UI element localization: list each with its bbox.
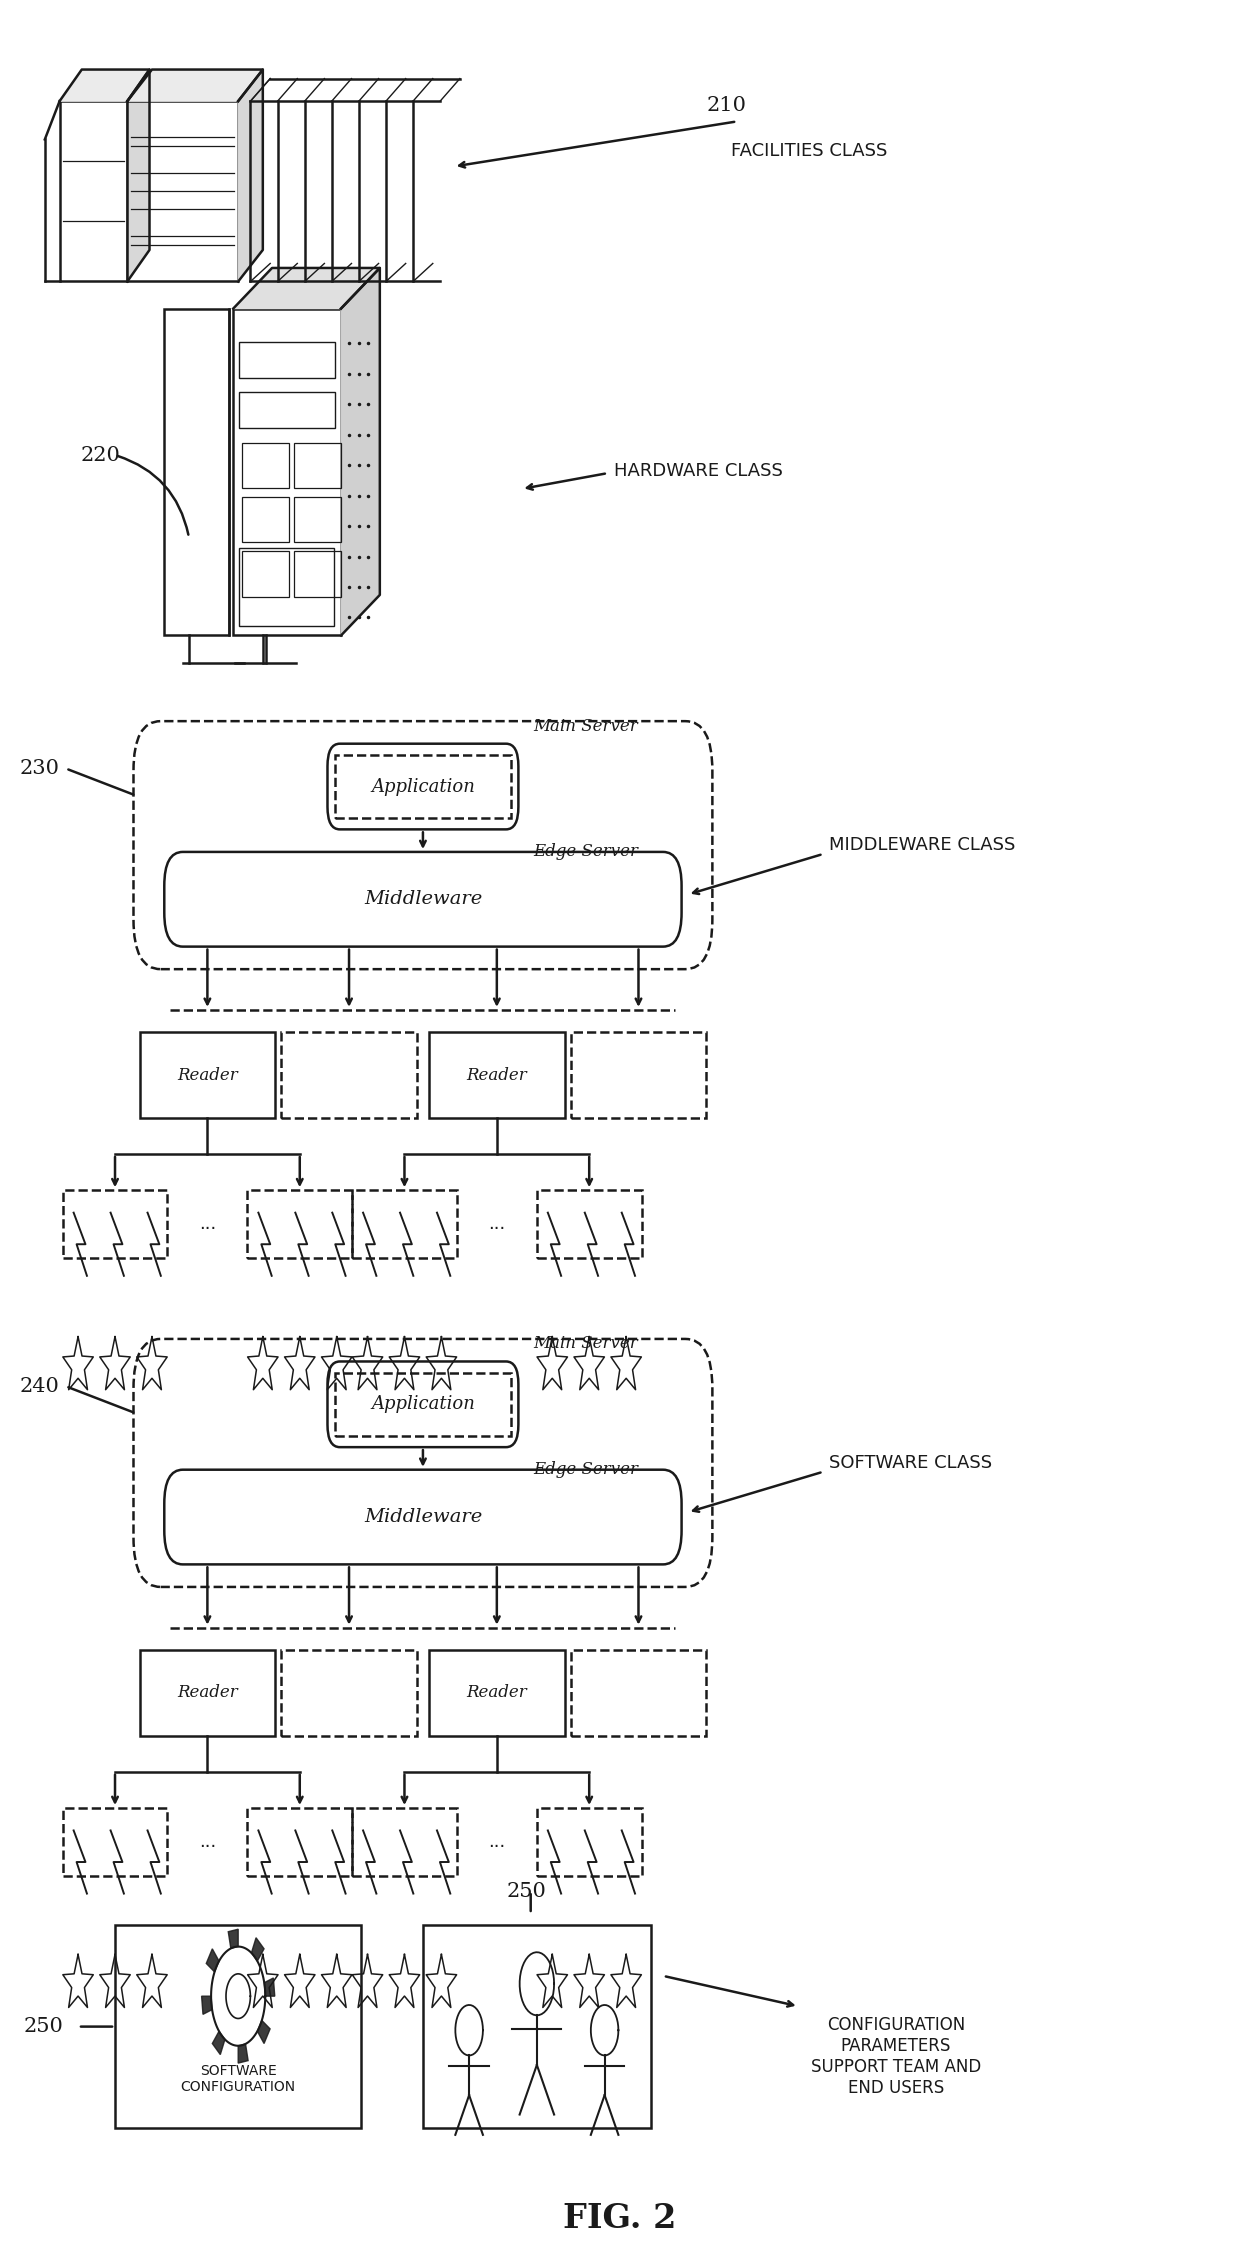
Polygon shape (264, 1978, 275, 1996)
Polygon shape (233, 267, 379, 308)
Text: ...: ... (489, 1215, 506, 1233)
Bar (115, 1926, 361, 2127)
Text: ...: ... (489, 1833, 506, 1851)
Bar (239, 342, 335, 378)
Polygon shape (128, 70, 263, 102)
Bar (242, 444, 289, 489)
Bar (429, 1032, 564, 1118)
Text: SOFTWARE
CONFIGURATION: SOFTWARE CONFIGURATION (181, 2064, 296, 2096)
Bar (429, 1650, 564, 1736)
Bar (239, 548, 335, 627)
Text: Middleware: Middleware (363, 1507, 482, 1525)
Bar (242, 552, 289, 597)
Bar (140, 1032, 275, 1118)
Bar (63, 1808, 167, 1876)
Polygon shape (228, 1928, 238, 1948)
Bar (60, 102, 128, 281)
Polygon shape (128, 70, 150, 281)
Bar (248, 1190, 352, 1258)
Text: CONFIGURATION
PARAMETERS
SUPPORT TEAM AND
END USERS: CONFIGURATION PARAMETERS SUPPORT TEAM AN… (811, 2016, 981, 2098)
Bar (164, 308, 229, 636)
Text: FIG. 2: FIG. 2 (563, 2202, 677, 2236)
Polygon shape (60, 70, 150, 102)
Bar (294, 552, 341, 597)
Text: Application: Application (371, 778, 475, 797)
Text: Application: Application (371, 1396, 475, 1414)
Text: Reader: Reader (177, 1684, 238, 1702)
Text: Reader: Reader (466, 1066, 527, 1084)
Polygon shape (238, 2043, 248, 2064)
Bar (281, 1650, 417, 1736)
Polygon shape (258, 2021, 270, 2043)
Text: ...: ... (198, 1833, 216, 1851)
Text: 240: 240 (20, 1376, 60, 1396)
Text: 220: 220 (81, 446, 120, 464)
Text: HARDWARE CLASS: HARDWARE CLASS (614, 462, 782, 480)
Text: Reader: Reader (466, 1684, 527, 1702)
Bar (281, 1032, 417, 1118)
Text: 210: 210 (707, 95, 746, 115)
Bar (128, 102, 238, 281)
Bar (335, 756, 511, 819)
Bar (352, 1190, 456, 1258)
Text: 250: 250 (506, 1883, 546, 1901)
Polygon shape (341, 267, 379, 636)
Text: Reader: Reader (177, 1066, 238, 1084)
Bar (537, 1190, 641, 1258)
Text: 250: 250 (24, 2016, 63, 2037)
Text: Middleware: Middleware (363, 889, 482, 907)
Text: Edge Server: Edge Server (533, 842, 639, 860)
Bar (242, 498, 289, 543)
Text: ...: ... (198, 1215, 216, 1233)
Polygon shape (252, 1937, 264, 1962)
Bar (248, 1808, 352, 1876)
Bar (140, 1650, 275, 1736)
Text: Edge Server: Edge Server (533, 1460, 639, 1478)
Bar (335, 1374, 511, 1437)
Polygon shape (202, 1996, 212, 2014)
Text: MIDDLEWARE CLASS: MIDDLEWARE CLASS (830, 835, 1016, 853)
Bar (294, 444, 341, 489)
Text: Main Server: Main Server (533, 717, 637, 735)
Bar (570, 1032, 707, 1118)
Text: SOFTWARE CLASS: SOFTWARE CLASS (830, 1453, 992, 1471)
Text: FACILITIES CLASS: FACILITIES CLASS (730, 143, 888, 161)
Bar (294, 498, 341, 543)
Bar (63, 1190, 167, 1258)
Polygon shape (212, 2032, 224, 2055)
Bar (233, 308, 341, 636)
Bar (352, 1808, 456, 1876)
Text: 230: 230 (20, 758, 60, 778)
Text: Main Server: Main Server (533, 1335, 637, 1353)
Polygon shape (206, 1948, 219, 1971)
Bar (570, 1650, 707, 1736)
Bar (537, 1808, 641, 1876)
Polygon shape (238, 70, 263, 281)
Bar (423, 1926, 651, 2127)
Bar (239, 391, 335, 428)
